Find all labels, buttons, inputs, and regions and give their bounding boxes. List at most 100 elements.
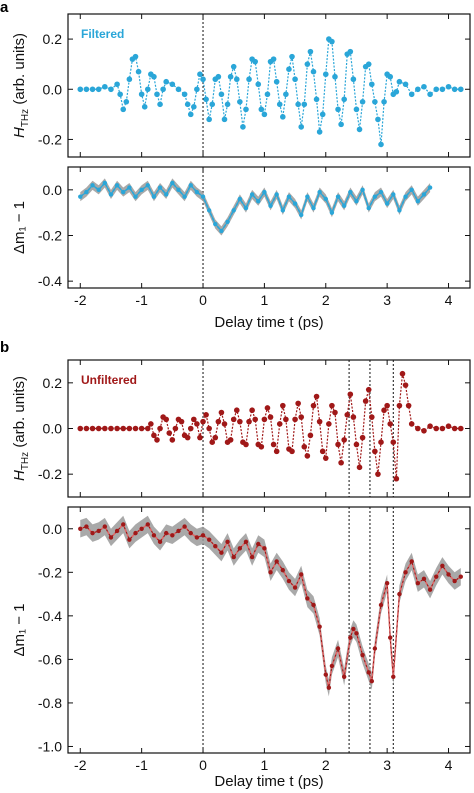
- data-point: [354, 631, 359, 636]
- data-point: [390, 439, 397, 446]
- data-point: [231, 208, 236, 213]
- data-point: [372, 99, 378, 105]
- data-point: [206, 425, 212, 432]
- data-point: [322, 71, 329, 78]
- axes-frame: [67, 506, 471, 754]
- data-point: [307, 432, 314, 439]
- data-point: [170, 180, 175, 186]
- y-tick-label: -0.2: [38, 131, 62, 147]
- data-point: [203, 412, 209, 418]
- data-point: [299, 572, 304, 577]
- data-point: [139, 187, 144, 193]
- data-point: [387, 421, 394, 427]
- data-point: [286, 66, 292, 72]
- data-point: [209, 101, 216, 108]
- subplot-b-top: -0.2 0.0 0.2 Unfiltered HTHz (arb. units): [11, 359, 471, 498]
- data-point: [243, 205, 249, 211]
- data-point: [243, 539, 249, 545]
- y-axis-label: Δm₁ − 1: [11, 603, 28, 656]
- data-point: [157, 539, 163, 545]
- data-point: [366, 670, 371, 675]
- data-point: [133, 194, 138, 199]
- data-point: [393, 475, 400, 482]
- y-tick-label: 0.2: [43, 375, 63, 391]
- data-point: [102, 83, 108, 90]
- data-point: [243, 441, 249, 448]
- data-point: [335, 194, 341, 199]
- data-point: [356, 464, 363, 471]
- data-point: [181, 91, 188, 98]
- data-point: [163, 78, 169, 85]
- data-point: [335, 646, 341, 651]
- data-point: [145, 183, 150, 188]
- data-point: [397, 591, 402, 597]
- data-point: [391, 192, 396, 197]
- data-point: [310, 68, 317, 75]
- data-point: [372, 448, 378, 455]
- data-point: [178, 418, 185, 425]
- y-tick-label: -0.8: [38, 695, 62, 711]
- data-point: [311, 205, 316, 211]
- data-point: [175, 86, 182, 93]
- y-axis-label: HTHz (arb. units): [11, 376, 31, 481]
- data-point: [255, 81, 262, 88]
- x-tick-label: 3: [383, 757, 391, 773]
- x-tick-label: 0: [199, 757, 207, 773]
- data-point: [268, 570, 273, 575]
- data-point: [261, 416, 268, 423]
- data-point: [273, 448, 280, 455]
- data-point: [292, 585, 298, 590]
- data-point: [197, 71, 203, 78]
- data-point: [237, 418, 243, 425]
- data-point: [298, 124, 305, 130]
- data-point: [200, 418, 206, 425]
- x-axis-label: Delay time t (ps): [214, 773, 323, 790]
- data-point: [369, 414, 375, 420]
- series-line: [80, 523, 462, 688]
- data-point: [344, 412, 351, 418]
- data-point: [405, 402, 412, 409]
- data-point: [219, 550, 224, 555]
- x-tick-label: 0: [199, 292, 207, 308]
- x-tick-label: 4: [445, 757, 453, 773]
- y-tick-label: -0.2: [38, 564, 62, 580]
- data-point: [445, 83, 452, 90]
- data-point: [89, 86, 96, 93]
- data-point: [369, 81, 375, 88]
- y-tick-label: 0.2: [43, 31, 63, 47]
- y-axis-label: Δm₁ − 1: [11, 201, 28, 254]
- data-point: [415, 425, 421, 432]
- data-point: [240, 124, 246, 130]
- data-point: [274, 192, 279, 197]
- data-point: [280, 567, 286, 573]
- data-point: [348, 635, 353, 640]
- data-point: [283, 416, 289, 423]
- data-point: [445, 423, 452, 430]
- data-point: [396, 78, 403, 85]
- data-point: [264, 405, 271, 411]
- data-point: [127, 185, 132, 190]
- data-point: [157, 185, 163, 190]
- data-point: [132, 425, 139, 432]
- data-point: [117, 91, 123, 98]
- data-point: [114, 528, 120, 534]
- data-point: [225, 539, 230, 545]
- data-point: [341, 203, 347, 209]
- data-point: [359, 434, 366, 441]
- data-point: [108, 192, 114, 197]
- data-point: [225, 219, 230, 224]
- data-point: [233, 407, 240, 414]
- data-point: [77, 425, 84, 432]
- data-point: [378, 439, 384, 446]
- data-point: [249, 554, 255, 560]
- data-point: [84, 524, 89, 529]
- data-point: [378, 189, 384, 195]
- data-point: [176, 187, 181, 193]
- data-point: [276, 421, 283, 427]
- data-point: [329, 402, 335, 409]
- data-point: [108, 535, 114, 540]
- data-point: [187, 425, 194, 432]
- data-point: [218, 409, 225, 416]
- data-point: [96, 187, 101, 193]
- data-point: [151, 533, 157, 538]
